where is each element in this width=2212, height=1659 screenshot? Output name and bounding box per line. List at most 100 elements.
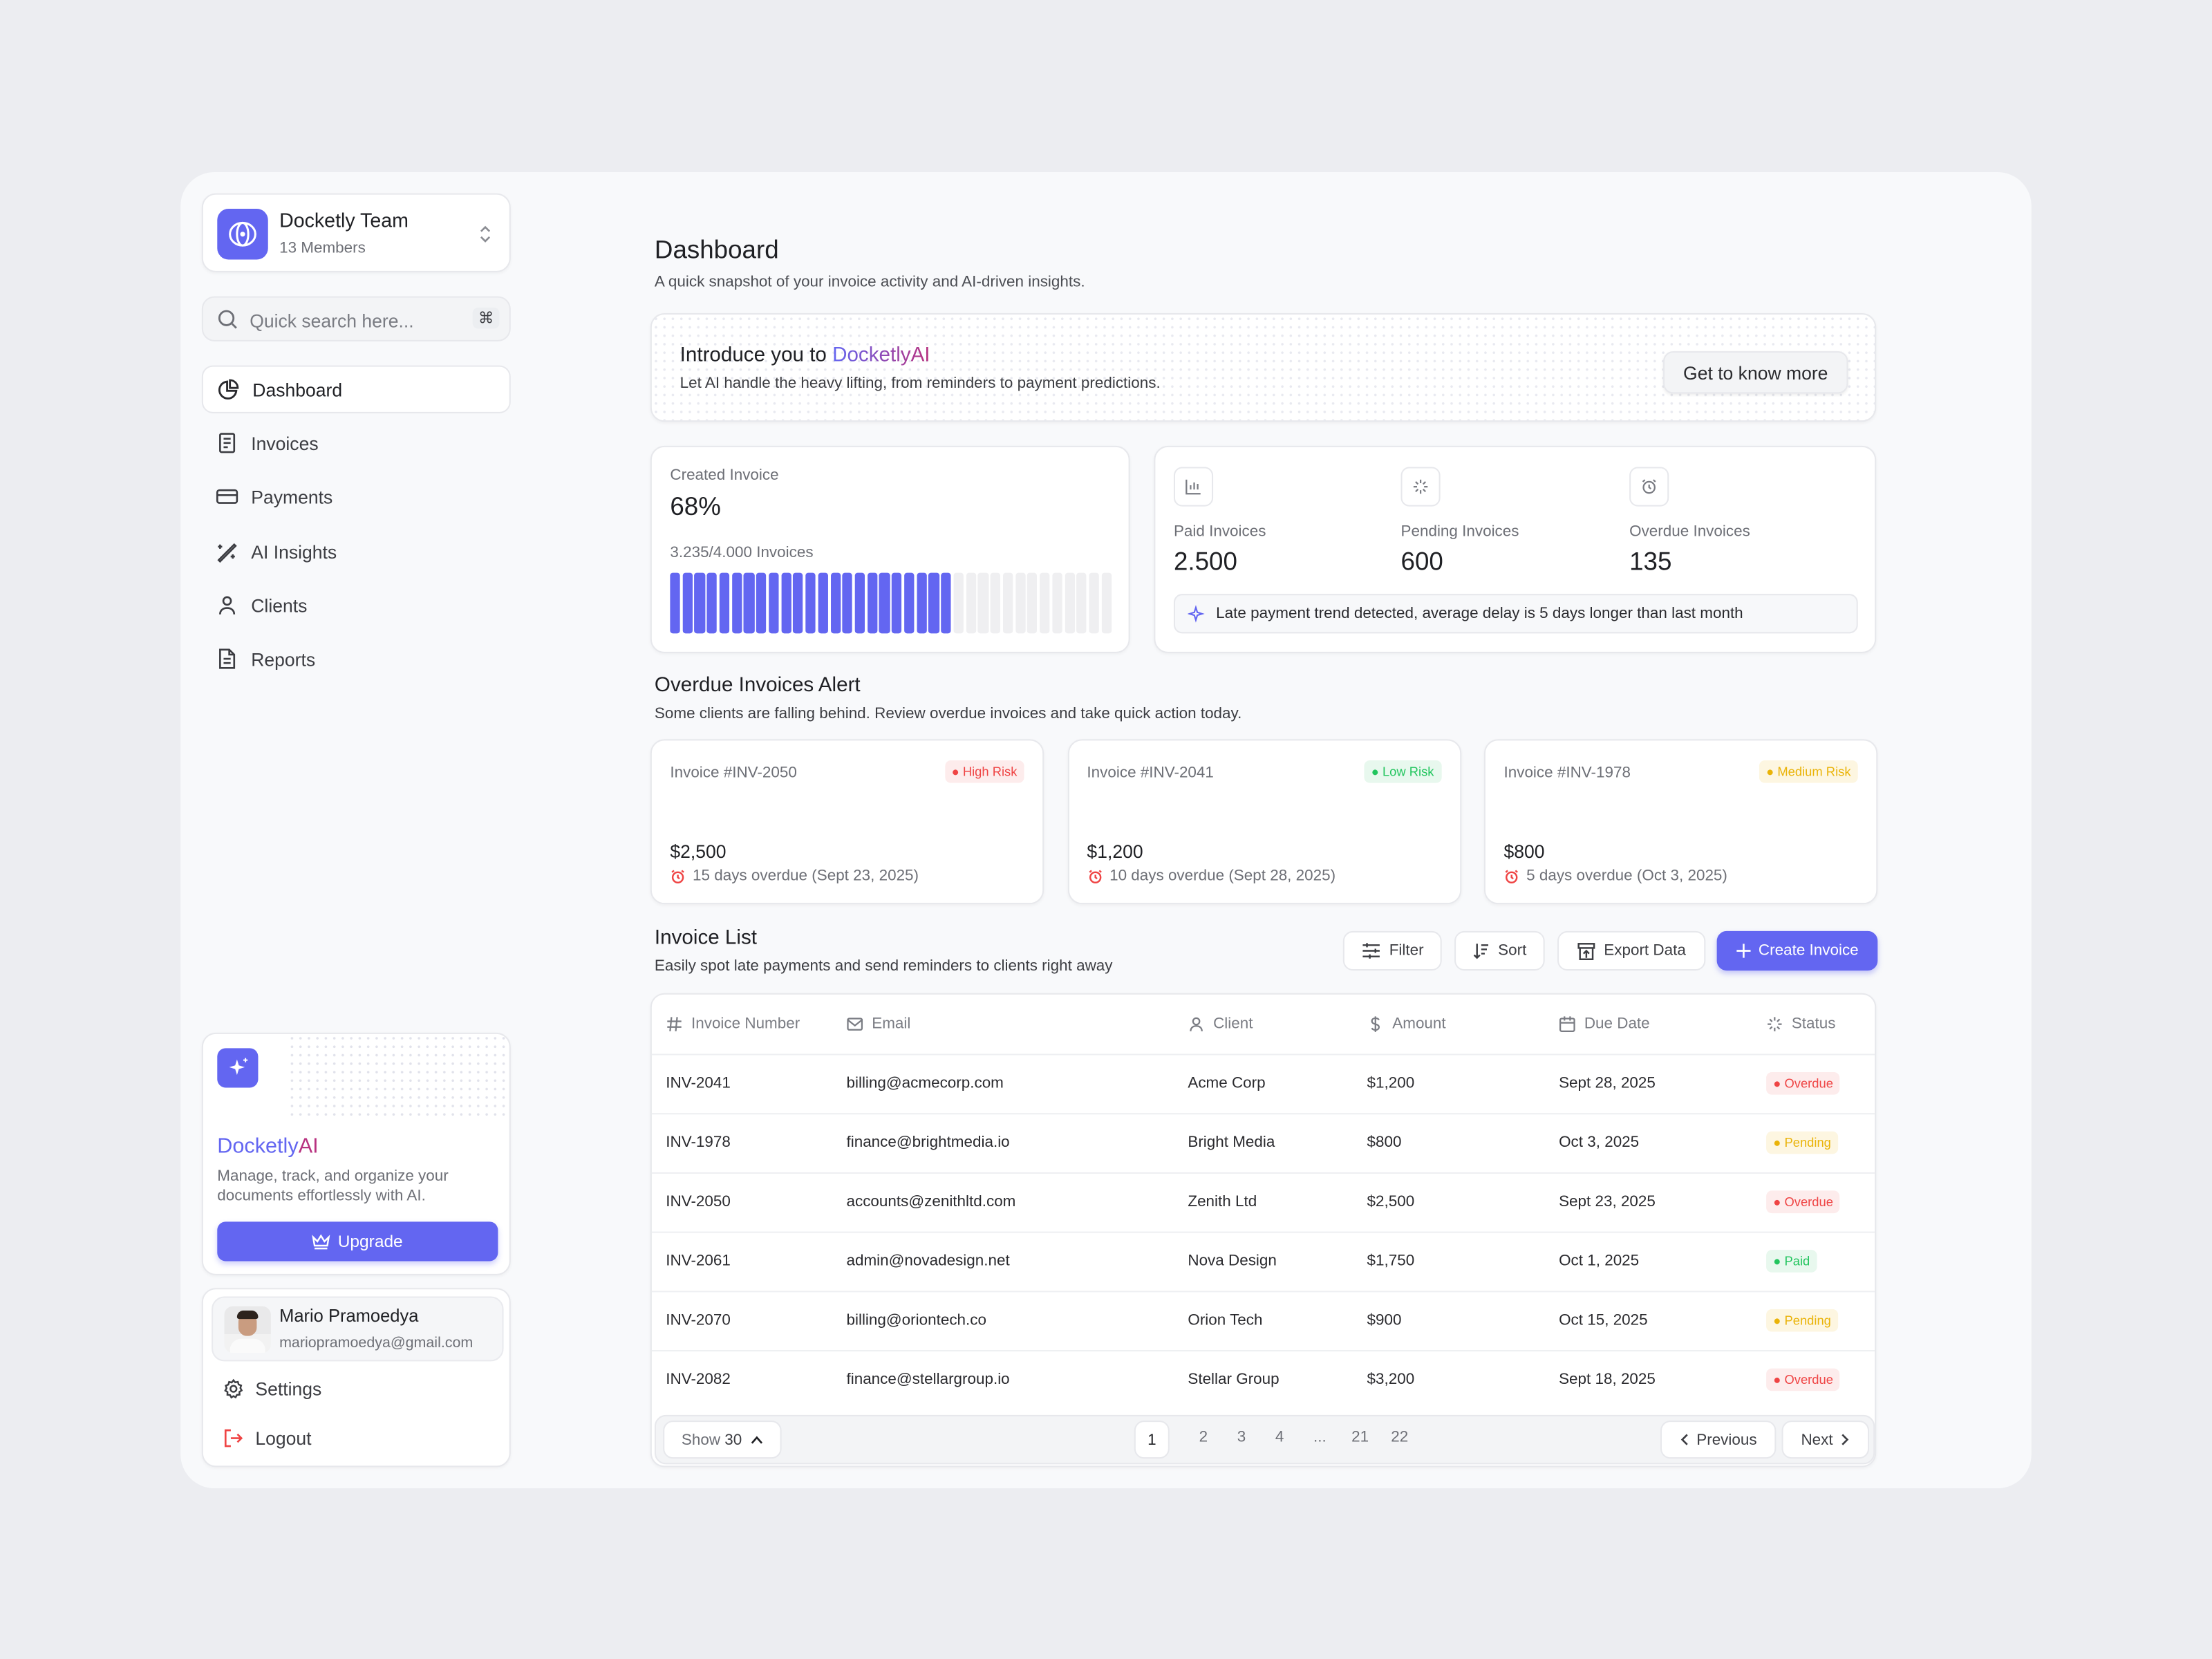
- filter-label: Filter: [1389, 942, 1424, 959]
- next-page-button[interactable]: Next: [1781, 1421, 1870, 1459]
- page-subtitle: A quick snapshot of your invoice activit…: [654, 273, 1085, 291]
- sidebar-item-payments[interactable]: Payments: [202, 473, 511, 521]
- client-cell: Orion Tech: [1188, 1311, 1263, 1329]
- page-title: Dashboard: [654, 235, 779, 264]
- sidebar-item-label: AI Insights: [251, 541, 337, 563]
- due-date-cell: Sept 18, 2025: [1559, 1371, 1656, 1389]
- status-badge: ● Pending: [1766, 1309, 1839, 1332]
- progress-segment: [867, 572, 878, 634]
- email-cell: accounts@zenithltd.com: [846, 1193, 1016, 1211]
- sidebar-item-reports[interactable]: Reports: [202, 635, 511, 682]
- sidebar-item-invoices[interactable]: Invoices: [202, 419, 511, 467]
- sort-icon: [1473, 944, 1488, 959]
- risk-badge: ● High Risk: [944, 760, 1024, 783]
- invoice-list-title: Invoice List: [654, 926, 757, 950]
- sparkle-icon: [217, 1048, 259, 1088]
- overdue-invoice-card[interactable]: Invoice #INV-1978 ● Medium Risk $800 5 d…: [1483, 739, 1878, 905]
- invoice-number-cell: INV-2050: [666, 1193, 731, 1211]
- table-row[interactable]: INV-2041 billing@acmecorp.com Acme Corp $1,…: [651, 1053, 1875, 1113]
- column-header[interactable]: Due Date: [1559, 995, 1650, 1054]
- page-button[interactable]: 4: [1275, 1429, 1284, 1446]
- page-button[interactable]: 3: [1237, 1429, 1246, 1446]
- amount-cell: $800: [1367, 1134, 1402, 1152]
- user-profile[interactable]: Mario Pramoedya mariopramoedya@gmail.com: [212, 1296, 504, 1362]
- client-cell: Acme Corp: [1188, 1075, 1266, 1092]
- previous-page-button[interactable]: Previous: [1660, 1421, 1777, 1459]
- progress-segment: [818, 572, 828, 634]
- banner-title-text: Introduce you to: [679, 344, 833, 367]
- logout-link[interactable]: Logout: [223, 1427, 312, 1449]
- column-header[interactable]: Client: [1188, 995, 1253, 1054]
- overdue-amount: $800: [1503, 841, 1545, 862]
- page-button[interactable]: 1: [1134, 1421, 1170, 1459]
- page-button[interactable]: 22: [1391, 1429, 1409, 1446]
- export-label: Export Data: [1604, 942, 1686, 959]
- progress-segment: [768, 572, 779, 634]
- banner-brand: DocketlyAI: [832, 344, 930, 367]
- settings-label: Settings: [255, 1378, 322, 1400]
- column-label: Amount: [1392, 1015, 1446, 1033]
- column-header[interactable]: Invoice Number: [666, 995, 800, 1054]
- overdue-note-text: 15 days overdue (Sept 23, 2025): [693, 868, 919, 885]
- team-members: 13 Members: [279, 239, 366, 257]
- get-to-know-more-button[interactable]: Get to know more: [1663, 351, 1848, 394]
- settings-link[interactable]: Settings: [223, 1378, 322, 1400]
- overdue-invoice-card[interactable]: Invoice #INV-2041 ● Low Risk $1,200 10 d…: [1067, 739, 1461, 905]
- sort-button[interactable]: Sort: [1454, 930, 1545, 971]
- bar-chart-icon: [1173, 467, 1214, 507]
- progress-segment: [830, 572, 841, 634]
- chevron-left-icon: [1680, 1434, 1687, 1445]
- column-header[interactable]: Amount: [1367, 995, 1446, 1054]
- status-badge: ● Overdue: [1766, 1368, 1841, 1391]
- table-row[interactable]: INV-2061 admin@novadesign.net Nova Design $…: [651, 1231, 1875, 1291]
- progress-segment: [1101, 572, 1112, 634]
- created-invoice-card: Created Invoice 68% 3.235/4.000 Invoices: [650, 445, 1130, 653]
- table-row[interactable]: INV-1978 finance@brightmedia.io Bright Med…: [651, 1113, 1875, 1172]
- promo-title-brand: Docketly: [217, 1134, 299, 1159]
- column-label: Client: [1213, 1015, 1253, 1033]
- page-button[interactable]: 2: [1199, 1429, 1208, 1446]
- column-label: Due Date: [1584, 1015, 1650, 1033]
- sidebar-item-dashboard[interactable]: Dashboard: [201, 365, 511, 413]
- status-badge: ● Overdue: [1766, 1190, 1841, 1214]
- overdue-invoice-card[interactable]: Invoice #INV-2050 ● High Risk $2,500 15 …: [650, 739, 1044, 905]
- upgrade-button[interactable]: Upgrade: [217, 1221, 498, 1262]
- export-data-button[interactable]: Export Data: [1557, 930, 1706, 971]
- progress-segment: [966, 572, 976, 634]
- table-row[interactable]: INV-2082 finance@stellargroup.io Stellar G…: [651, 1350, 1875, 1409]
- table-row[interactable]: INV-2050 accounts@zenithltd.com Zenith Ltd…: [651, 1172, 1875, 1232]
- credit-card-icon: [216, 489, 238, 504]
- user-card: Mario Pramoedya mariopramoedya@gmail.com…: [201, 1288, 511, 1468]
- dot-pattern: [288, 1033, 509, 1119]
- loader-icon: [1768, 1017, 1782, 1031]
- status-label: Pending: [1784, 1135, 1831, 1150]
- sidebar-item-ai-insights[interactable]: AI Insights: [202, 527, 511, 575]
- team-switcher[interactable]: Docketly Team 13 Members: [201, 193, 511, 272]
- created-label: Created Invoice: [670, 467, 779, 484]
- column-header[interactable]: Status: [1766, 995, 1835, 1054]
- sidebar-item-clients[interactable]: Clients: [202, 581, 511, 629]
- gear-icon: [224, 1378, 243, 1399]
- progress-segment: [953, 572, 964, 634]
- create-invoice-button[interactable]: Create Invoice: [1716, 930, 1878, 971]
- quick-search[interactable]: Quick search here... ⌘: [201, 296, 511, 341]
- overdue-title: Overdue Invoices Alert: [654, 674, 861, 697]
- progress-segment: [928, 572, 939, 634]
- client-cell: Nova Design: [1188, 1253, 1277, 1270]
- progress-segment: [706, 572, 718, 634]
- alarm-icon: [671, 869, 684, 883]
- stat-label: Overdue Invoices: [1629, 523, 1750, 541]
- email-cell: finance@brightmedia.io: [846, 1134, 1010, 1152]
- banner-text: Let AI handle the heavy lifting, from re…: [679, 375, 1161, 393]
- overdue-note: 15 days overdue (Sept 23, 2025): [670, 868, 919, 885]
- status-badge: ● Pending: [1766, 1131, 1839, 1154]
- filter-button[interactable]: Filter: [1342, 930, 1442, 971]
- email-cell: billing@oriontech.co: [846, 1311, 986, 1329]
- search-input[interactable]: Quick search here...: [250, 310, 414, 332]
- progress-segment: [1089, 572, 1100, 634]
- column-header[interactable]: Email: [846, 995, 910, 1054]
- table-row[interactable]: INV-2070 billing@oriontech.co Orion Tech $9…: [651, 1291, 1875, 1350]
- page-size-select[interactable]: Show 30: [663, 1421, 782, 1459]
- page-button[interactable]: 21: [1351, 1429, 1369, 1446]
